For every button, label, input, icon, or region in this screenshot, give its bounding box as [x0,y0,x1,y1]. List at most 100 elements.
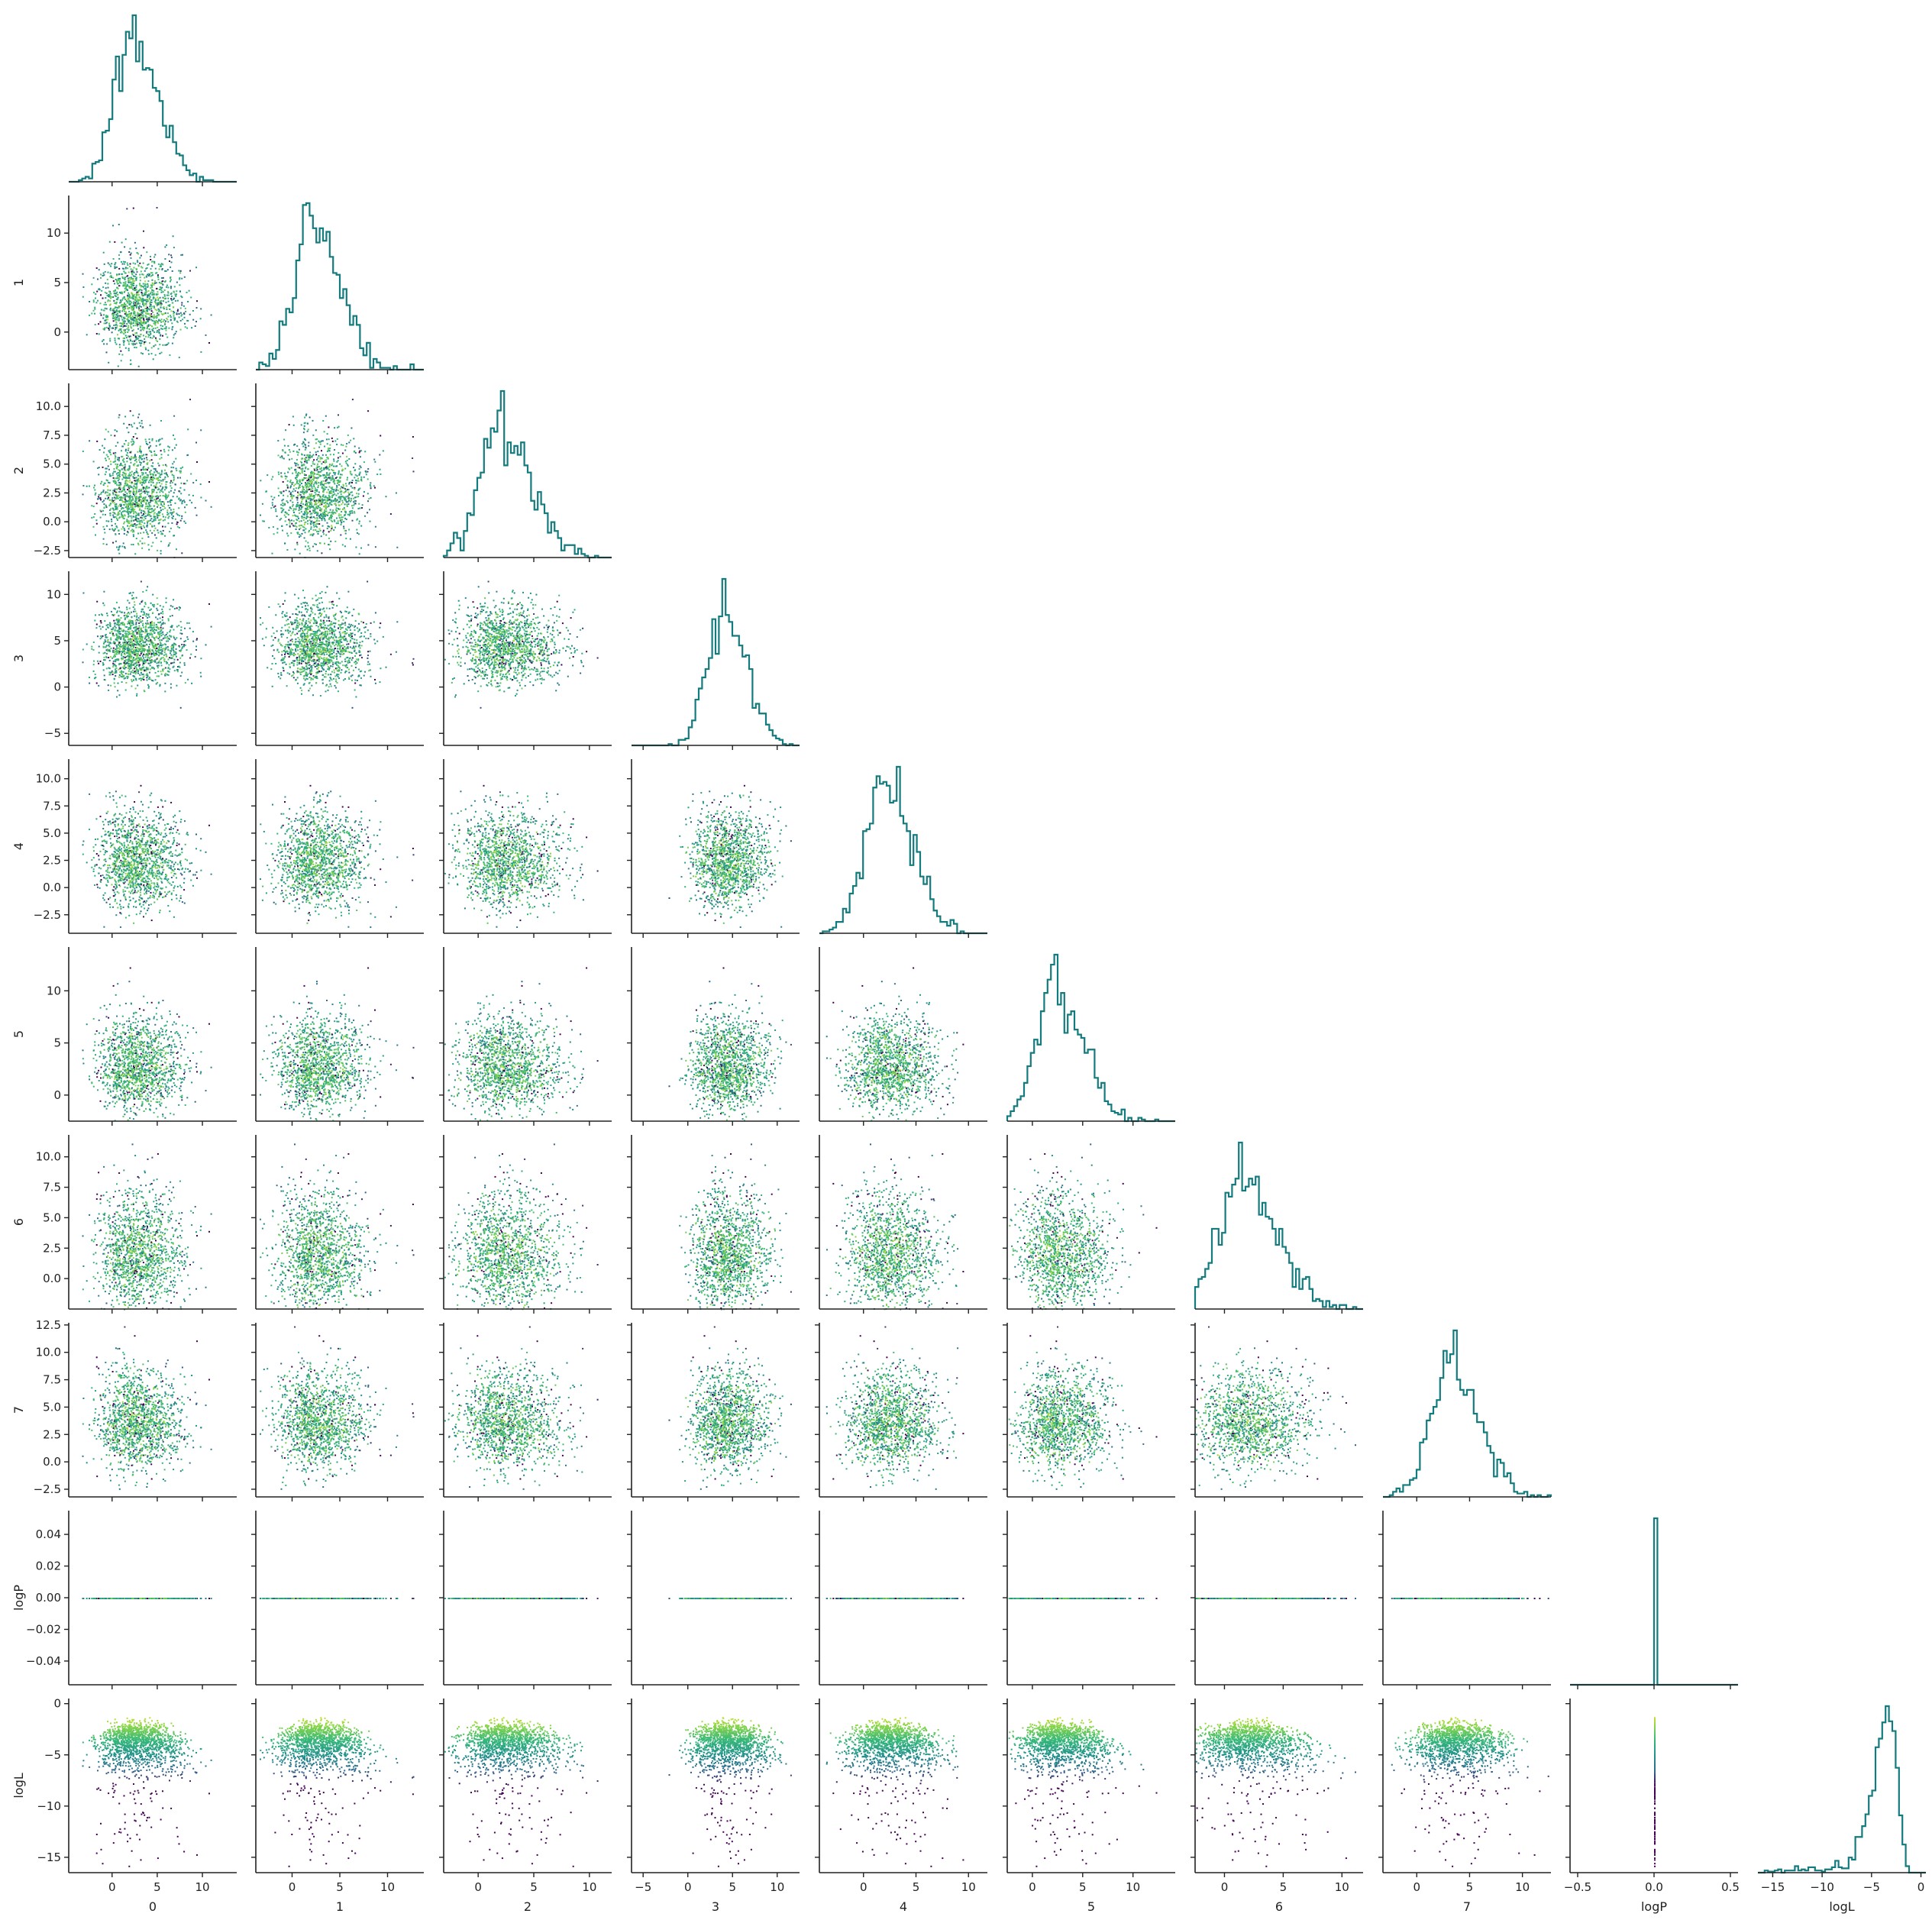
scatter-point [140,327,141,328]
scatter-point [121,325,122,327]
scatter-point [166,295,168,296]
scatter-point [138,313,140,315]
scatter-point [139,303,141,305]
scatter-point [147,264,148,266]
scatter-point [157,348,159,350]
scatter-point [117,334,118,335]
scatter-point [186,292,188,293]
scatter-point [105,292,106,293]
scatter-point [131,292,132,293]
scatter-point [123,282,124,283]
scatter-point [163,319,165,321]
scatter-point [163,291,164,293]
scatter-point [173,235,174,237]
scatter-point [149,328,150,330]
scatter-point [153,257,155,258]
scatter-point [91,283,92,285]
scatter-point [127,267,128,269]
scatter-point [137,328,139,330]
scatter-point [118,318,120,319]
scatter-point [115,340,116,341]
scatter-point [135,247,137,249]
scatter-point [176,312,177,314]
scatter-point [139,274,141,276]
scatter-point [93,299,95,301]
scatter-point [200,351,202,353]
scatter-point [121,299,123,301]
scatter-point [172,343,173,344]
scatter-point [137,316,138,318]
scatter-point [168,254,170,255]
scatter-point [133,263,134,264]
scatter-point [157,274,159,276]
scatter-point [109,263,111,265]
scatter-point [114,241,115,243]
scatter-point [175,333,176,335]
scatter-point [96,333,98,335]
scatter-point [151,294,153,296]
scatter-point [128,311,130,312]
scatter-point [132,280,134,282]
scatter-point [168,301,170,302]
scatter-point [176,282,178,283]
scatter-point [121,360,122,361]
scatter-point [111,263,112,264]
scatter-point [145,289,147,291]
scatter-point [179,357,180,358]
scatter-point [157,331,158,333]
scatter-point [152,274,153,276]
scatter-point [132,298,134,299]
scatter-point [161,313,163,315]
scatter-point [143,335,144,336]
scatter-point [153,345,155,347]
scatter-point [89,315,90,316]
scatter-point [140,340,141,341]
scatter-point [97,279,99,280]
scatter-point [105,315,107,316]
scatter-point [153,284,155,286]
scatter-point [158,263,160,265]
scatter-point [127,275,128,276]
scatter-point [169,309,170,310]
scatter-point [82,296,84,298]
scatter-point [100,277,102,279]
scatter-point [100,273,102,275]
scatter-point [145,303,147,305]
scatter-point [121,354,123,356]
scatter-point [141,352,142,354]
scatter-point [196,300,198,302]
scatter-point [118,366,119,367]
scatter-point [96,291,98,293]
scatter-point [189,270,191,272]
scatter-point [139,257,141,259]
scatter-point [133,285,134,286]
scatter-point [94,313,95,315]
scatter-point [158,279,160,280]
scatter-point [137,264,139,266]
scatter-point [131,305,133,307]
scatter-point [101,315,102,316]
scatter-point [104,322,105,324]
scatter-point [127,264,128,266]
scatter-point [126,323,128,325]
scatter-point [158,298,160,299]
scatter-point [173,337,174,338]
scatter-point [179,284,180,286]
scatter-point [150,268,152,270]
scatter-point [112,277,114,279]
scatter-point [152,293,153,294]
scatter-point [175,300,176,302]
scatter-point [124,261,126,263]
scatter-point [160,335,161,337]
scatter-point [106,293,108,294]
scatter-point [139,342,141,344]
scatter-point [106,322,108,323]
scatter-point [120,351,121,352]
scatter-point [171,261,173,263]
scatter-point [100,322,102,323]
scatter-point [192,319,194,321]
scatter-point [133,325,134,327]
scatter-point [114,283,115,284]
scatter-point [138,300,140,302]
